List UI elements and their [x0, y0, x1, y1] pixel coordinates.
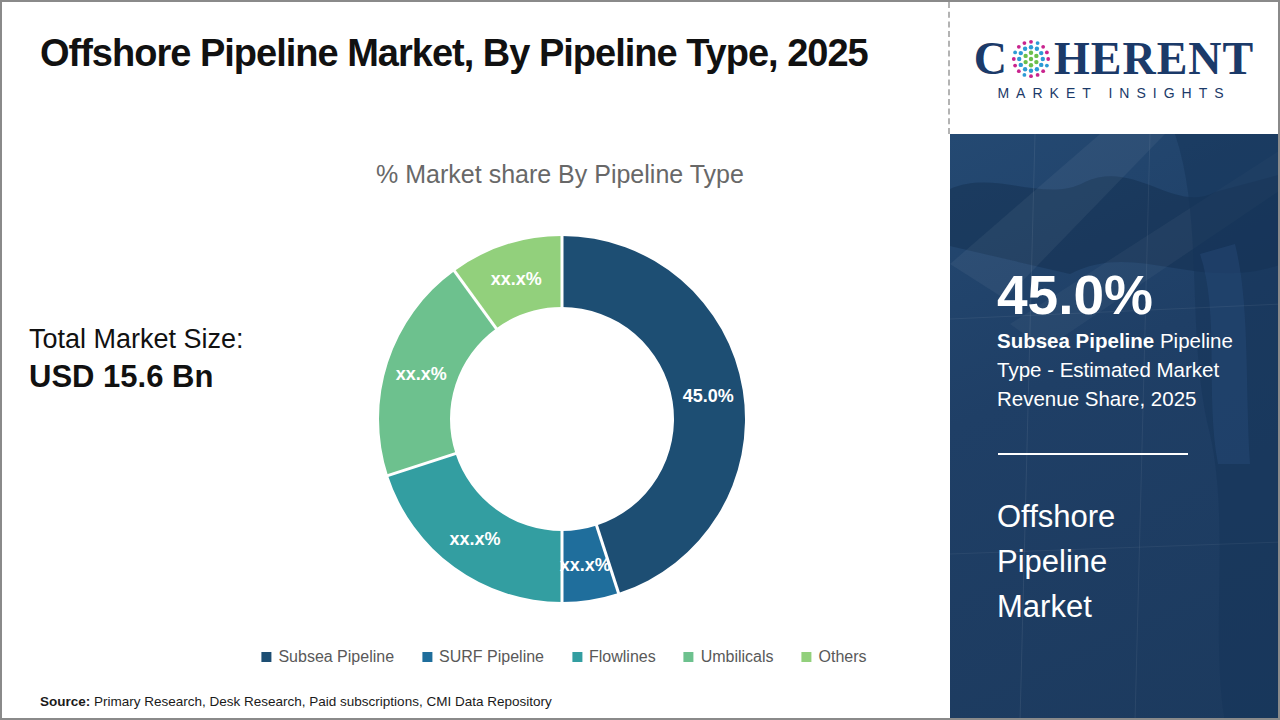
globe-dot: [1039, 50, 1043, 54]
globe-dot: [1034, 53, 1038, 57]
globe-dot: [1013, 63, 1017, 67]
globe-dot: [1034, 59, 1038, 63]
legend-swatch-icon: [802, 652, 812, 662]
donut-slice-label: xx.x%: [491, 269, 542, 289]
globe-dot: [1029, 74, 1033, 78]
donut-slice-label: xx.x%: [449, 529, 500, 549]
legend-label: Subsea Pipeline: [278, 648, 394, 666]
legend-item: SURF Pipeline: [422, 648, 544, 666]
globe-dot: [1023, 53, 1027, 57]
donut-slice-label: 45.0%: [683, 386, 734, 406]
donut-slice-2: [388, 454, 562, 602]
infographic-root: Offshore Pipeline Market, By Pipeline Ty…: [0, 0, 1280, 720]
total-market-size-label: Total Market Size:: [29, 324, 244, 355]
page-title: Offshore Pipeline Market, By Pipeline Ty…: [40, 32, 868, 75]
globe-dot: [1045, 50, 1049, 54]
panel-stat-description: Subsea Pipeline Pipeline Type - Estimate…: [997, 326, 1249, 413]
chart-legend: Subsea Pipeline SURF Pipeline Flowlines Umb…: [261, 648, 866, 666]
globe-dot: [1029, 56, 1033, 60]
legend-label: SURF Pipeline: [439, 648, 544, 666]
globe-dot: [1035, 67, 1039, 71]
legend-item: Umbilicals: [684, 648, 774, 666]
panel-divider: [998, 453, 1188, 455]
globe-dot: [1023, 72, 1027, 76]
total-market-size-value: USD 15.6 Bn: [29, 359, 244, 395]
globe-dot: [1036, 41, 1040, 45]
globe-dot: [1019, 62, 1023, 66]
legend-swatch-icon: [422, 652, 432, 662]
donut-chart: 45.0% xx.x% xx.x% xx.x% xx.x%: [377, 234, 747, 604]
legend-label: Flowlines: [589, 648, 656, 666]
source-text: Primary Research, Desk Research, Paid su…: [90, 694, 551, 709]
total-market-size: Total Market Size: USD 15.6 Bn: [29, 324, 244, 395]
legend-item: Flowlines: [572, 648, 656, 666]
brand-logo: C HERENT MARKET INSIGHTS: [948, 2, 1278, 134]
globe-dot: [1023, 67, 1027, 71]
globe-dot: [1029, 50, 1033, 54]
legend-swatch-icon: [684, 652, 694, 662]
globe-dot: [1023, 46, 1027, 50]
globe-dot: [1017, 44, 1021, 48]
globe-dot: [1041, 56, 1045, 60]
globe-dot: [1012, 57, 1016, 61]
globe-dot: [1035, 46, 1039, 50]
globe-dot: [1029, 45, 1033, 49]
legend-swatch-icon: [261, 652, 271, 662]
globe-dot: [1019, 50, 1023, 54]
legend-item: Others: [802, 648, 867, 666]
globe-dot: [1036, 72, 1040, 76]
globe-dot: [1045, 63, 1049, 67]
globe-dot: [1023, 59, 1027, 63]
globe-dot: [1029, 68, 1033, 72]
donut-slice-label: xx.x%: [396, 364, 447, 384]
globe-dot: [1013, 50, 1017, 54]
globe-dot: [1046, 57, 1050, 61]
legend-label: Umbilicals: [701, 648, 774, 666]
panel-market-name: Offshore Pipeline Market: [997, 494, 1207, 629]
brand-logo-letters: HERENT: [1054, 36, 1254, 82]
legend-item: Subsea Pipeline: [261, 648, 394, 666]
highlight-panel: 45.0% Subsea Pipeline Pipeline Type - Es…: [950, 134, 1278, 718]
world-map-texture: [950, 134, 1278, 718]
globe-dot: [1041, 69, 1045, 73]
globe-dot: [1017, 56, 1021, 60]
panel-stat-value: 45.0%: [997, 268, 1153, 323]
brand-logo-wordmark: C HERENT: [974, 36, 1255, 82]
panel-stat-segment: Subsea Pipeline: [997, 329, 1154, 352]
source-note: Source: Primary Research, Desk Research,…: [40, 694, 552, 709]
globe-dot: [1041, 44, 1045, 48]
globe-dot: [1023, 41, 1027, 45]
globe-dot: [1029, 39, 1033, 43]
brand-logo-letter-c: C: [974, 36, 1008, 82]
source-label: Source:: [40, 694, 90, 709]
globe-dot: [1039, 62, 1043, 66]
globe-dot: [1029, 63, 1033, 67]
legend-label: Others: [819, 648, 867, 666]
globe-dots-icon: [1009, 37, 1053, 81]
globe-dot: [1017, 69, 1021, 73]
legend-swatch-icon: [572, 652, 582, 662]
brand-logo-tagline: MARKET INSIGHTS: [997, 85, 1230, 101]
donut-slice-label: xx.x%: [560, 555, 611, 575]
chart-title: % Market share By Pipeline Type: [376, 160, 744, 189]
